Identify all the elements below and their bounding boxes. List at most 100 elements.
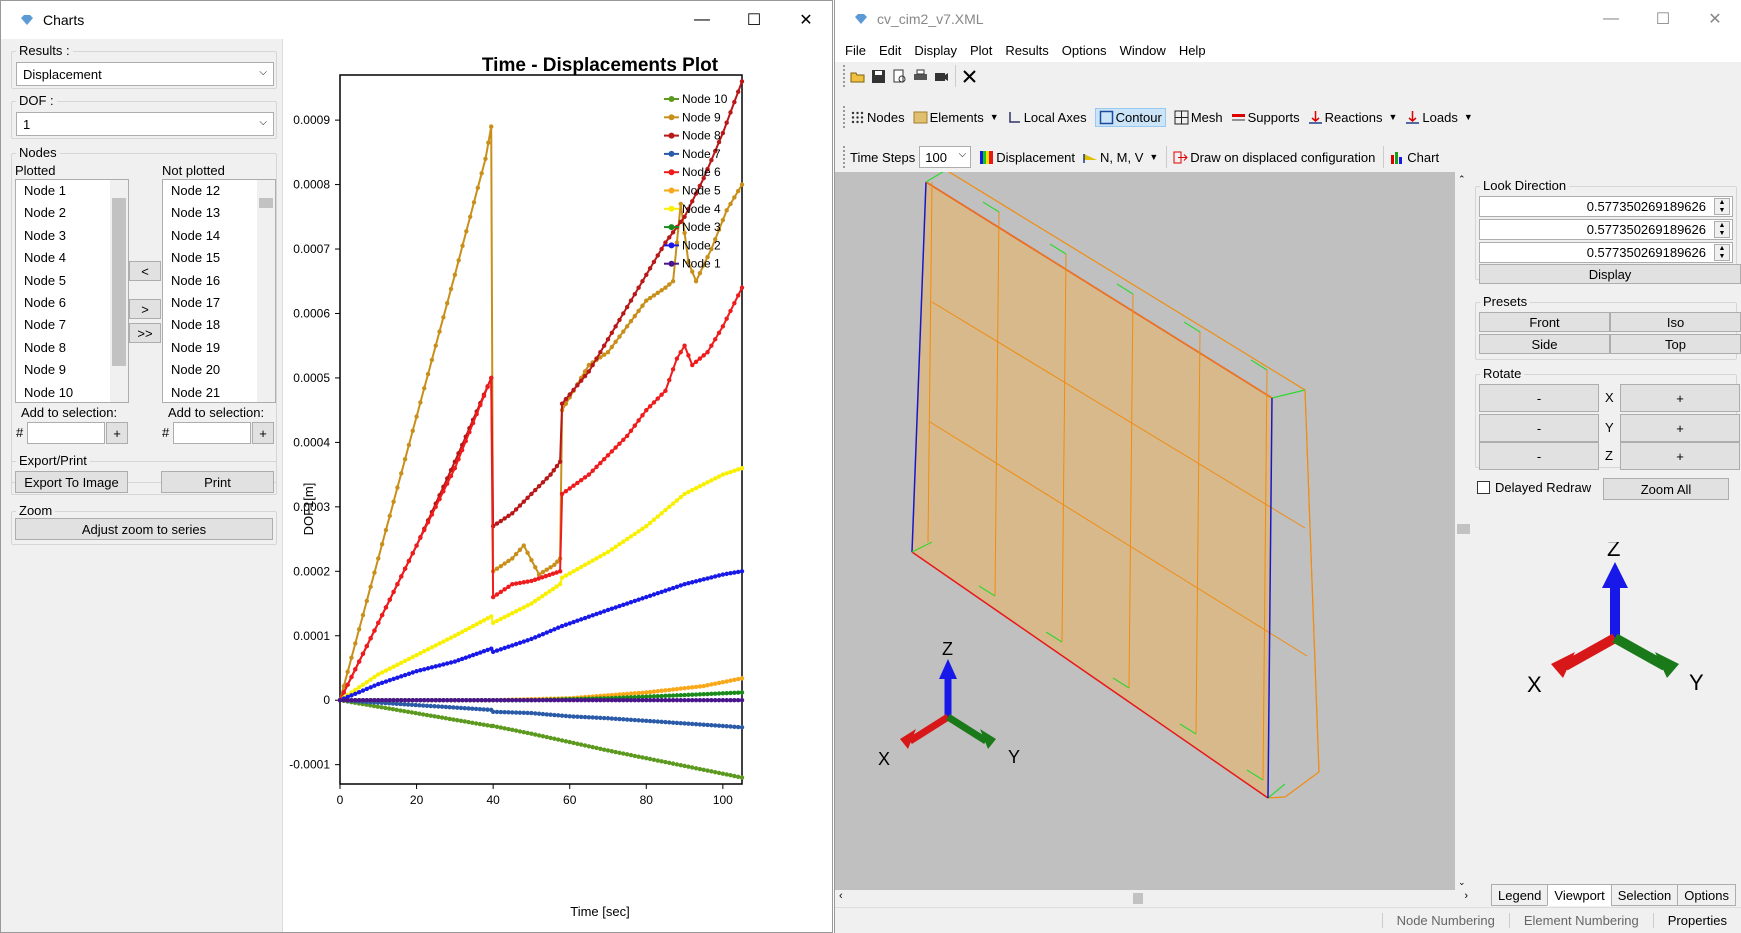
list-item[interactable]: Node 15 <box>171 250 221 266</box>
list-item[interactable]: Node 5 <box>24 272 66 288</box>
display-button[interactable]: Display <box>1479 264 1741 284</box>
list-item[interactable]: Node 3 <box>24 227 66 243</box>
results-select[interactable]: Displacement ⌵ <box>16 62 274 86</box>
list-item[interactable]: Node 17 <box>171 294 221 310</box>
list-item[interactable]: Node 6 <box>24 294 66 310</box>
look-direction-y[interactable]: 0.577350269189626 ▲ ▼ <box>1479 219 1733 240</box>
menu-help[interactable]: Help <box>1178 42 1206 58</box>
add-plotted-button[interactable]: + <box>106 422 128 444</box>
time-steps-select[interactable]: 100 ⌵ <box>919 146 972 168</box>
zoom-all-button[interactable]: Zoom All <box>1603 478 1729 500</box>
preset-front-button[interactable]: Front <box>1479 312 1610 332</box>
minimize-button[interactable]: — <box>1603 10 1619 27</box>
draw-displaced-toggle[interactable]: Draw on displaced configuration <box>1173 150 1375 165</box>
plotted-nodes-list[interactable]: Node 1 Node 2 Node 3 Node 4 Node 5 Node 6 Node… <box>15 179 129 403</box>
toolbar-grip[interactable] <box>843 146 846 168</box>
look-direction-z[interactable]: 0.577350269189626 ▲ ▼ <box>1479 242 1733 263</box>
rotate-z-minus-button[interactable]: - <box>1479 442 1599 470</box>
list-item[interactable]: Node 8 <box>24 339 66 355</box>
list-item[interactable]: Node 21 <box>171 384 221 400</box>
viewport-vertical-scrollbar[interactable]: ⌃ ⌄ <box>1455 172 1472 890</box>
menu-plot[interactable]: Plot <box>969 42 993 58</box>
move-left-button[interactable]: < <box>129 261 161 281</box>
node-numbering-toggle[interactable]: Node Numbering <box>1381 913 1509 928</box>
scroll-up-icon[interactable]: ⌃ <box>1458 174 1466 184</box>
maximize-button[interactable]: ☐ <box>1655 11 1671 28</box>
list-item[interactable]: Node 12 <box>171 183 221 198</box>
scroll-left-icon[interactable]: ‹ <box>839 890 843 902</box>
add-plotted-input[interactable] <box>27 422 105 444</box>
vertical-scroll-thumb[interactable] <box>1457 524 1470 534</box>
supports-toggle[interactable]: Supports <box>1231 110 1300 125</box>
mesh-toggle[interactable]: Mesh <box>1174 110 1223 125</box>
save-icon[interactable] <box>871 69 886 84</box>
reactions-dropdown[interactable]: Reactions ▼ <box>1308 110 1397 125</box>
list-item[interactable]: Node 19 <box>171 339 221 355</box>
loads-dropdown[interactable]: Loads ▼ <box>1405 110 1473 125</box>
add-not-plotted-button[interactable]: + <box>252 422 274 444</box>
rotate-y-minus-button[interactable]: - <box>1479 414 1599 442</box>
minimize-button[interactable]: — <box>694 11 710 28</box>
list-item[interactable]: Node 18 <box>171 317 221 333</box>
list-item[interactable]: Node 13 <box>171 205 221 221</box>
move-all-right-button[interactable]: >> <box>129 323 161 343</box>
plotted-scrollbar[interactable] <box>110 180 128 402</box>
scroll-right-icon[interactable]: › <box>1464 890 1468 902</box>
rotate-x-minus-button[interactable]: - <box>1479 384 1599 412</box>
export-to-image-button[interactable]: Export To Image <box>15 471 128 493</box>
scroll-down-icon[interactable]: ⌄ <box>1458 877 1466 887</box>
local-axes-toggle[interactable]: Local Axes <box>1007 110 1087 125</box>
print-button[interactable]: Print <box>161 471 274 493</box>
rotate-y-plus-button[interactable]: + <box>1620 414 1740 442</box>
spinner-icon[interactable]: ▲ ▼ <box>1714 198 1730 215</box>
add-not-plotted-input[interactable] <box>173 422 251 444</box>
adjust-zoom-button[interactable]: Adjust zoom to series <box>15 518 273 540</box>
toolbar-grip[interactable] <box>843 106 846 128</box>
open-folder-icon[interactable] <box>850 69 865 84</box>
tab-legend[interactable]: Legend <box>1491 884 1549 906</box>
list-item[interactable]: Node 1 <box>24 183 66 198</box>
spinner-icon[interactable]: ▲ ▼ <box>1714 221 1730 238</box>
list-item[interactable]: Node 7 <box>24 317 66 333</box>
not-plotted-scrollbar[interactable] <box>257 180 275 402</box>
list-item[interactable]: Node 20 <box>171 362 221 378</box>
tab-selection[interactable]: Selection <box>1610 884 1679 906</box>
preset-side-button[interactable]: Side <box>1479 334 1610 354</box>
move-right-button[interactable]: > <box>129 299 161 319</box>
rotate-x-plus-button[interactable]: + <box>1620 384 1740 412</box>
element-numbering-toggle[interactable]: Element Numbering <box>1508 913 1653 928</box>
look-direction-x[interactable]: 0.577350269189626 ▲ ▼ <box>1479 196 1733 217</box>
displacement-toggle[interactable]: Displacement <box>979 150 1075 165</box>
nodes-toggle[interactable]: Nodes <box>850 110 905 125</box>
rotate-z-plus-button[interactable]: + <box>1620 442 1740 470</box>
tab-viewport[interactable]: Viewport <box>1547 884 1612 906</box>
maximize-button[interactable]: ☐ <box>746 12 762 29</box>
close-button[interactable]: ✕ <box>799 12 813 29</box>
dof-select[interactable]: 1 ⌵ <box>16 112 274 136</box>
contour-toggle[interactable]: Contour <box>1094 107 1166 127</box>
nmv-dropdown[interactable]: N, M, V ▼ <box>1083 150 1158 165</box>
chart-button[interactable]: Chart <box>1390 150 1439 165</box>
properties-toggle[interactable]: Properties <box>1652 913 1741 928</box>
list-item[interactable]: Node 14 <box>171 227 221 243</box>
tab-options[interactable]: Options <box>1677 884 1737 906</box>
menu-results[interactable]: Results <box>1005 42 1049 58</box>
menu-file[interactable]: File <box>845 42 866 58</box>
menu-options[interactable]: Options <box>1061 42 1107 58</box>
preset-top-button[interactable]: Top <box>1610 334 1741 354</box>
menu-edit[interactable]: Edit <box>878 42 902 58</box>
delete-x-icon[interactable] <box>962 69 977 84</box>
main-titlebar[interactable]: cv_cim2_v7.XML — ☐ ✕ <box>835 0 1741 38</box>
not-plotted-nodes-list[interactable]: Node 12 Node 13 Node 14 Node 15 Node 16 Node … <box>162 179 276 403</box>
not-plotted-scroll-thumb[interactable] <box>259 198 273 208</box>
delayed-redraw-checkbox[interactable] <box>1477 481 1490 494</box>
list-item[interactable]: Node 4 <box>24 250 66 266</box>
print-preview-icon[interactable] <box>892 69 907 84</box>
printer-icon[interactable] <box>913 69 928 84</box>
camera-icon[interactable] <box>934 69 949 84</box>
plotted-scroll-thumb[interactable] <box>112 198 126 366</box>
horizontal-scroll-thumb[interactable] <box>1133 893 1143 904</box>
list-item[interactable]: Node 10 <box>24 384 74 400</box>
preset-iso-button[interactable]: Iso <box>1610 312 1741 332</box>
elements-dropdown[interactable]: Elements ▼ <box>913 110 999 125</box>
